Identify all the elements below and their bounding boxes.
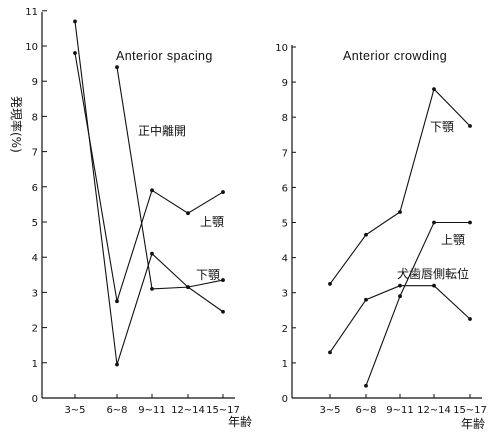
y-tick-label: 0 xyxy=(32,394,38,405)
series-label: 上顎 xyxy=(200,215,224,229)
series-line xyxy=(74,21,224,365)
data-point xyxy=(364,232,368,237)
x-tick-label: 12~14 xyxy=(417,405,451,416)
y-tick-label: 2 xyxy=(282,324,288,335)
data-point xyxy=(221,309,225,314)
y-tick-label: 1 xyxy=(32,359,38,370)
series-4e0a984e: 上顎 xyxy=(364,220,472,388)
y-tick-label: 11 xyxy=(25,7,38,18)
data-point xyxy=(150,251,154,256)
chart-title: Anterior spacing xyxy=(116,49,213,63)
x-tick-label: 15~17 xyxy=(206,405,240,416)
y-tick-label: 6 xyxy=(32,183,38,194)
x-tick-label: 12~14 xyxy=(171,405,205,416)
y-tick-label: 9 xyxy=(282,78,288,89)
y-tick-label: 4 xyxy=(32,253,38,264)
data-point xyxy=(364,383,368,388)
x-axis-unit-label: 年齢 xyxy=(228,414,252,429)
series-line xyxy=(116,67,224,290)
y-tick-label: 8 xyxy=(32,112,38,123)
x-tick-label: 6~8 xyxy=(355,405,376,416)
data-point xyxy=(73,51,77,55)
y-tick-label: 4 xyxy=(282,254,288,265)
data-point xyxy=(73,19,77,24)
y-tick-label: 7 xyxy=(32,148,38,159)
series-line xyxy=(365,221,470,386)
series-4e0b984e: 下顎 xyxy=(328,87,472,286)
data-point xyxy=(328,282,332,286)
series-72ac6b6f550750748ee24f4d: 犬歯唇側転位 xyxy=(328,266,472,355)
series-label: 正中離開 xyxy=(138,123,186,138)
x-tick-label: 3~5 xyxy=(319,405,340,416)
series-label: 上顎 xyxy=(441,233,465,247)
x-tick-label: 15~17 xyxy=(453,405,487,416)
data-point xyxy=(468,124,472,128)
y-tick-label: 3 xyxy=(282,289,288,300)
series-4e0a984e: 上顎 xyxy=(73,51,225,304)
y-tick-label: 7 xyxy=(282,148,288,159)
series-6b634e2d96e2958b: 正中離開 xyxy=(73,19,225,367)
data-point xyxy=(432,283,436,288)
x-tick-label: 3~5 xyxy=(64,405,85,416)
data-point xyxy=(432,87,436,92)
data-point xyxy=(398,283,402,288)
x-tick-label: 6~8 xyxy=(106,405,127,416)
chart-title: Anterior crowding xyxy=(343,49,447,63)
data-point xyxy=(432,220,436,225)
y-tick-label: 6 xyxy=(282,183,288,194)
x-tick-label: 9~11 xyxy=(386,405,413,416)
y-tick-label: 10 xyxy=(275,43,288,54)
series-4e0b984e: 下顎 xyxy=(115,65,225,291)
y-tick-label: 0 xyxy=(282,394,288,405)
data-point xyxy=(398,210,402,214)
y-tick-label: 5 xyxy=(282,219,288,230)
y-tick-label: 3 xyxy=(32,288,38,299)
data-point xyxy=(328,350,332,355)
series-label: 犬歯唇側転位 xyxy=(397,266,469,281)
series-line xyxy=(329,88,471,285)
y-tick-label: 2 xyxy=(32,324,38,335)
series-label: 下顎 xyxy=(430,120,454,134)
data-point xyxy=(186,285,190,290)
y-tick-label: 1 xyxy=(282,359,288,370)
series-label: 下顎 xyxy=(196,268,220,282)
data-point xyxy=(398,294,402,299)
data-point xyxy=(221,190,225,194)
y-tick-label: 5 xyxy=(32,218,38,229)
data-point xyxy=(468,317,472,321)
x-tick-label: 9~11 xyxy=(138,405,165,416)
data-point xyxy=(115,299,119,304)
data-point xyxy=(150,286,154,291)
data-point xyxy=(364,297,368,302)
data-point xyxy=(468,220,472,225)
data-point xyxy=(115,65,119,70)
data-point xyxy=(150,188,154,193)
y-tick-label: 8 xyxy=(282,113,288,124)
x-axis-unit-label: 年齢 xyxy=(461,416,485,431)
data-point xyxy=(186,211,190,216)
y-axis-label: 発現率(%) xyxy=(9,96,24,153)
data-point xyxy=(115,362,119,367)
y-tick-label: 10 xyxy=(25,42,38,53)
y-tick-label: 9 xyxy=(32,77,38,88)
data-point xyxy=(221,278,225,282)
